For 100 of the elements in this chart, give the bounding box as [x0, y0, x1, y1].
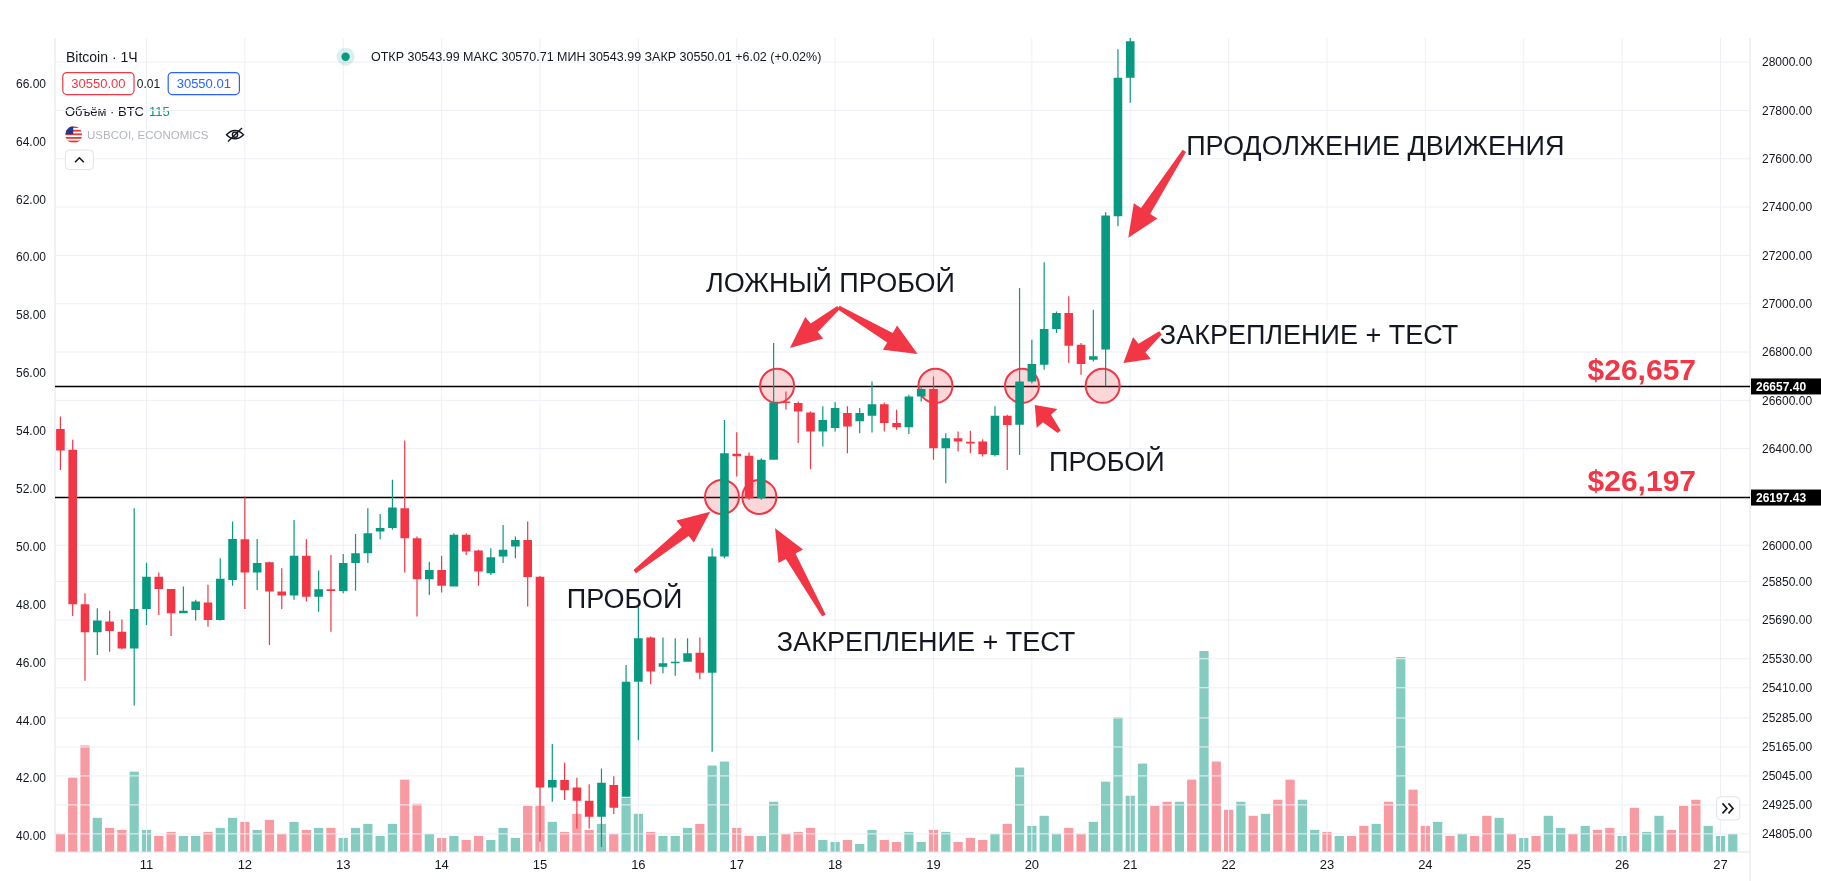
candlestick — [1015, 288, 1024, 455]
annotation: ЗАКРЕПЛЕНИЕ + ТЕСТ — [1159, 319, 1459, 350]
y-tick-label: 28000.00 — [1762, 55, 1813, 70]
annotation: ПРОБОЙ — [566, 582, 683, 614]
bar — [953, 841, 963, 852]
x-tick-label: 24 — [1418, 857, 1433, 872]
candlestick — [215, 558, 225, 621]
bar — [166, 831, 176, 852]
text: Bitcoin · 1Ч — [66, 49, 138, 65]
candlestick — [880, 402, 889, 432]
x-tick-label: 11 — [139, 857, 154, 872]
bar — [1285, 779, 1295, 852]
x-tick-label: 27 — [1713, 857, 1728, 872]
candlestick — [326, 554, 336, 632]
y2-tick-label: 40.00 — [15, 829, 47, 844]
bar — [990, 833, 1000, 852]
annotation: 115 — [149, 104, 170, 120]
annotation: 0.01 — [136, 76, 161, 91]
bar — [1199, 651, 1209, 852]
x-tick-label: 13 — [336, 857, 351, 872]
candlestick — [1125, 38, 1135, 103]
bar — [523, 805, 533, 852]
candlestick — [941, 433, 951, 484]
bar — [1678, 805, 1689, 852]
bar — [289, 821, 299, 852]
ref-line-label: 26657.40 — [1756, 379, 1807, 394]
bar — [473, 835, 484, 852]
annotation: ЛОЖНЫЙ ПРОБОЙ — [705, 266, 956, 298]
annotation: ЗАКРЕПЛЕНИЕ + ТЕСТ — [776, 626, 1076, 657]
bar — [965, 837, 975, 852]
bar — [1445, 835, 1455, 852]
y-tick-label: 27600.00 — [1762, 152, 1813, 167]
candlestick — [56, 416, 65, 470]
y-tick-label: 26600.00 — [1762, 393, 1813, 408]
candlestick — [80, 593, 90, 681]
bar — [1531, 835, 1541, 852]
x-tick-label: 14 — [434, 857, 449, 872]
y-tick-label: 25850.00 — [1762, 574, 1813, 589]
bar — [1396, 657, 1406, 852]
bar — [1408, 789, 1418, 852]
y2-tick-label: 42.00 — [15, 771, 47, 786]
bar — [658, 835, 668, 852]
bar — [203, 831, 213, 852]
candlestick — [867, 381, 877, 433]
y2-tick-label: 48.00 — [15, 597, 47, 612]
bar — [1101, 781, 1111, 852]
candlestick — [634, 606, 643, 741]
y-tick-label: 25285.00 — [1762, 711, 1813, 726]
x-tick-label: 25 — [1516, 857, 1531, 872]
candlestick — [658, 637, 668, 674]
y-tick-label: 27200.00 — [1762, 248, 1813, 263]
y-tick-label: 25690.00 — [1762, 613, 1813, 628]
bar — [756, 835, 766, 852]
candlestick — [966, 430, 975, 454]
y-tick-label: 25165.00 — [1762, 740, 1813, 755]
bar — [1654, 815, 1664, 852]
bar — [1236, 801, 1246, 852]
y-tick-label: 27400.00 — [1762, 200, 1813, 215]
bar — [621, 797, 631, 852]
bar — [510, 837, 521, 852]
bar — [781, 833, 791, 852]
bar — [326, 827, 336, 852]
bar — [1629, 807, 1640, 852]
x-tick-label: 23 — [1319, 857, 1335, 872]
y2-tick-label: 64.00 — [15, 134, 47, 149]
y-tick-label: 27800.00 — [1762, 103, 1813, 118]
bar — [1568, 833, 1578, 852]
candlestick — [400, 440, 410, 573]
x-tick-label: 22 — [1221, 857, 1236, 872]
candlestick — [351, 533, 360, 591]
y2-tick-label: 60.00 — [15, 250, 47, 265]
candlestick — [68, 439, 78, 617]
y-tick-label: 25530.00 — [1762, 652, 1813, 667]
y-tick-label: 26000.00 — [1762, 538, 1813, 553]
candlestick — [929, 376, 938, 460]
candlestick — [265, 561, 274, 645]
candlestick — [314, 570, 323, 612]
bar — [1113, 717, 1123, 852]
y-tick-label: 27000.00 — [1762, 297, 1813, 311]
bar — [1334, 835, 1344, 852]
annotation: $26,657 — [1587, 353, 1697, 387]
bar — [80, 745, 90, 852]
bar — [719, 761, 730, 852]
bar — [1187, 779, 1197, 852]
bar — [670, 835, 680, 852]
x-tick-label: 15 — [532, 857, 548, 872]
bar — [178, 835, 188, 852]
candlestick — [142, 562, 151, 625]
bar — [1211, 761, 1221, 852]
candlestick — [437, 555, 446, 593]
bar — [154, 835, 164, 852]
candlestick — [683, 638, 692, 662]
y2-tick-label: 56.00 — [15, 366, 47, 381]
candlestick — [953, 431, 963, 452]
x-tick-label: 26 — [1614, 857, 1630, 872]
y2-tick-label: 52.00 — [15, 482, 47, 497]
y2-tick-label: 50.00 — [15, 539, 47, 554]
bar — [867, 829, 877, 852]
candlestick — [228, 521, 237, 586]
bar — [904, 831, 914, 852]
